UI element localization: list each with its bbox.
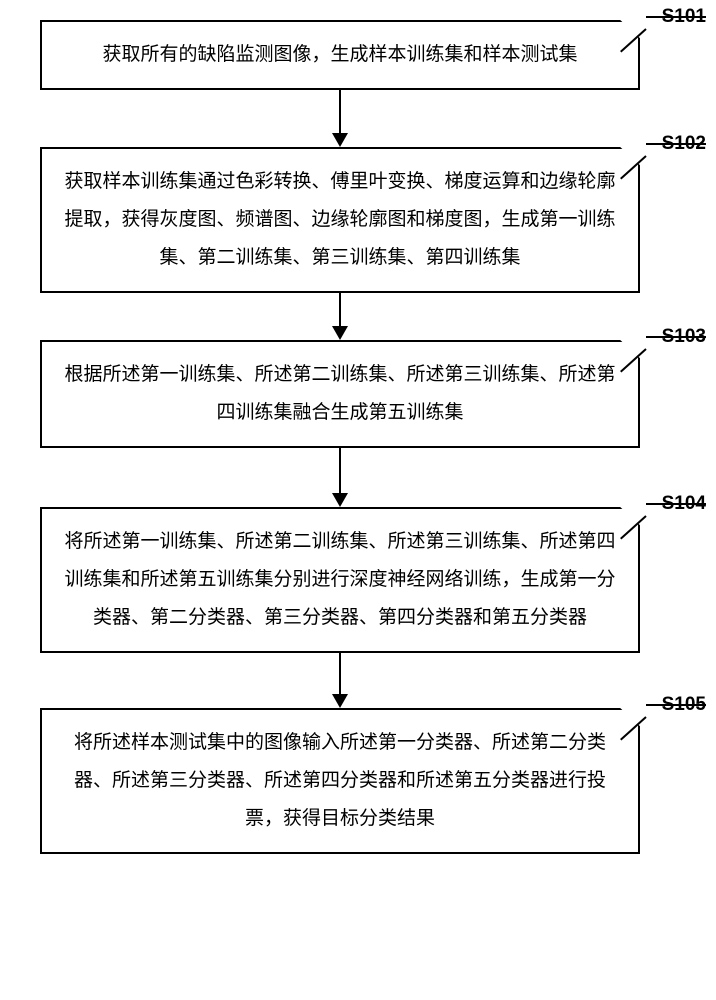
flow-step-s102: 获取样本训练集通过色彩转换、傅里叶变换、梯度运算和边缘轮廓提取，获得灰度图、频谱… [40,147,640,293]
flow-step-s101: 获取所有的缺陷监测图像，生成样本训练集和样本测试集S101 [40,20,640,90]
step-label: S104 [662,493,706,515]
arrow-head-icon [332,133,348,147]
arrow-stem [339,90,341,134]
arrow-connector [332,90,348,147]
flow-box: 获取所有的缺陷监测图像，生成样本训练集和样本测试集 [40,20,640,90]
flow-box: 获取样本训练集通过色彩转换、傅里叶变换、梯度运算和边缘轮廓提取，获得灰度图、频谱… [40,147,640,293]
arrow-connector [332,653,348,708]
step-label: S102 [662,133,706,155]
step-label: S103 [662,326,706,348]
flow-step-s105: 将所述样本测试集中的图像输入所述第一分类器、所述第二分类器、所述第三分类器、所述… [40,708,640,854]
flow-step-s104: 将所述第一训练集、所述第二训练集、所述第三训练集、所述第四训练集和所述第五训练集… [40,507,640,653]
flow-box: 根据所述第一训练集、所述第二训练集、所述第三训练集、所述第四训练集融合生成第五训… [40,340,640,448]
flow-box: 将所述第一训练集、所述第二训练集、所述第三训练集、所述第四训练集和所述第五训练集… [40,507,640,653]
arrow-head-icon [332,493,348,507]
arrow-head-icon [332,694,348,708]
flowchart: 获取所有的缺陷监测图像，生成样本训练集和样本测试集S101 获取样本训练集通过色彩… [40,20,640,854]
arrow-head-icon [332,326,348,340]
flow-box: 将所述样本测试集中的图像输入所述第一分类器、所述第二分类器、所述第三分类器、所述… [40,708,640,854]
arrow-stem [339,293,341,327]
arrow-stem [339,448,341,494]
arrow-stem [339,653,341,695]
flow-step-s103: 根据所述第一训练集、所述第二训练集、所述第三训练集、所述第四训练集融合生成第五训… [40,340,640,448]
step-label: S101 [662,6,706,28]
step-label: S105 [662,694,706,716]
arrow-connector [332,293,348,340]
arrow-connector [332,448,348,507]
